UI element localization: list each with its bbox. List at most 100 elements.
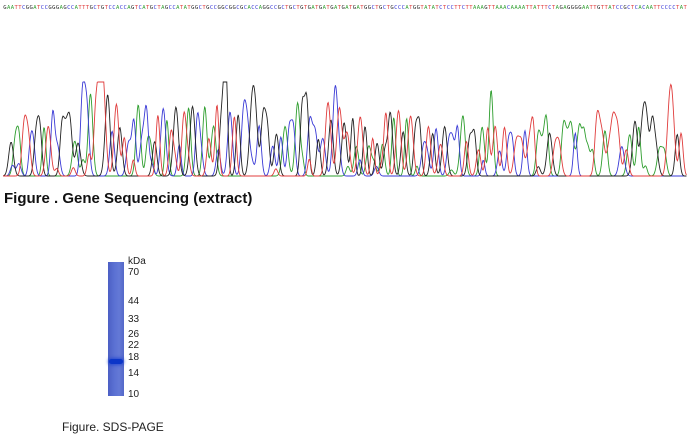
figure-caption-gene-sequencing: Figure . Gene Sequencing (extract) bbox=[4, 190, 253, 207]
sequence-base: A bbox=[503, 5, 507, 11]
sequence-base: A bbox=[477, 5, 481, 11]
sequence-base: C bbox=[244, 5, 247, 11]
sequence-base: T bbox=[653, 5, 657, 11]
sequence-base: G bbox=[3, 5, 6, 11]
sequence-base: C bbox=[372, 5, 375, 11]
sequence-base: T bbox=[529, 5, 533, 11]
sequence-base: T bbox=[296, 5, 300, 11]
sequence-base: A bbox=[116, 5, 120, 11]
sequence-base: C bbox=[672, 5, 675, 11]
trace-a bbox=[3, 90, 687, 177]
sequence-base: G bbox=[571, 5, 574, 11]
sequence-base: T bbox=[544, 5, 548, 11]
sequence-base: G bbox=[289, 5, 292, 11]
sequence-base: A bbox=[11, 5, 15, 11]
sequence-base: A bbox=[405, 5, 409, 11]
sequence-base: T bbox=[488, 5, 492, 11]
marker-label: 18 bbox=[128, 352, 140, 364]
sequence-base: C bbox=[214, 5, 217, 11]
sequence-base: A bbox=[582, 5, 586, 11]
sequence-base: T bbox=[360, 5, 364, 11]
sequence-base: G bbox=[30, 5, 33, 11]
sequence-base: G bbox=[195, 5, 198, 11]
sequence-base: G bbox=[364, 5, 367, 11]
sequence-base: A bbox=[142, 5, 146, 11]
marker-label: 33 bbox=[128, 314, 140, 326]
sequence-base: G bbox=[165, 5, 168, 11]
sequence-base: C bbox=[270, 5, 273, 11]
marker-label: 10 bbox=[128, 389, 140, 400]
sequence-base: A bbox=[473, 5, 477, 11]
sequence-base: G bbox=[341, 5, 344, 11]
sequence-base: T bbox=[443, 5, 447, 11]
sds-page-gel-figure: kDa 70 44 33 26 22 18 14 10 bbox=[100, 255, 220, 405]
sequence-base: A bbox=[499, 5, 503, 11]
sequence-base: G bbox=[417, 5, 420, 11]
sequence-base: G bbox=[278, 5, 281, 11]
sequence-base: A bbox=[176, 5, 180, 11]
gel-lane bbox=[108, 262, 124, 396]
sequence-base: C bbox=[120, 5, 123, 11]
sequence-base: T bbox=[187, 5, 191, 11]
sequence-base: A bbox=[680, 5, 684, 11]
sequence-base: C bbox=[548, 5, 551, 11]
marker-label: 26 bbox=[128, 329, 140, 341]
sequence-base: C bbox=[172, 5, 175, 11]
sequence-base: T bbox=[105, 5, 109, 11]
sequence-base: T bbox=[304, 5, 308, 11]
sequence-base: A bbox=[563, 5, 567, 11]
sequence-base: G bbox=[26, 5, 29, 11]
sequence-base: C bbox=[642, 5, 645, 11]
sequence-base: C bbox=[41, 5, 44, 11]
sequence-base: G bbox=[578, 5, 581, 11]
sequence-base: T bbox=[202, 5, 206, 11]
sequence-base: C bbox=[616, 5, 619, 11]
chromatogram-trace bbox=[3, 81, 687, 177]
sequence-base: T bbox=[458, 5, 462, 11]
sequence-base: G bbox=[353, 5, 356, 11]
sequence-base: T bbox=[454, 5, 458, 11]
sequence-base: C bbox=[154, 5, 157, 11]
sequence-base: A bbox=[514, 5, 518, 11]
sequence-base: A bbox=[496, 5, 500, 11]
figure-caption-sds-page: Figure. SDS-PAGE bbox=[62, 420, 164, 434]
sequence-base: C bbox=[93, 5, 96, 11]
marker-label: 70 bbox=[128, 267, 140, 278]
sequence-base: T bbox=[82, 5, 86, 11]
sequence-base: C bbox=[169, 5, 172, 11]
sequence-base: T bbox=[315, 5, 319, 11]
sequence-base: C bbox=[281, 5, 284, 11]
sequence-base: G bbox=[240, 5, 243, 11]
sequence-base: C bbox=[439, 5, 442, 11]
sequence-base: G bbox=[221, 5, 224, 11]
sequence-base: A bbox=[127, 5, 131, 11]
sequence-base: C bbox=[123, 5, 126, 11]
sequence-base: G bbox=[52, 5, 55, 11]
sequence-base: A bbox=[432, 5, 436, 11]
sequence-base: C bbox=[251, 5, 254, 11]
sequence-base: G bbox=[484, 5, 487, 11]
sequence-base: T bbox=[135, 5, 139, 11]
sequence-base: G bbox=[131, 5, 134, 11]
sequence-base: C bbox=[274, 5, 277, 11]
sequence-base: G bbox=[90, 5, 93, 11]
sequence-base: G bbox=[368, 5, 371, 11]
sequence-base: A bbox=[646, 5, 650, 11]
sequence-base: T bbox=[552, 5, 556, 11]
sequence-base: A bbox=[323, 5, 327, 11]
sequence-base: G bbox=[48, 5, 51, 11]
sequence-base: T bbox=[285, 5, 289, 11]
sequence-base: C bbox=[108, 5, 111, 11]
sequence-base: T bbox=[349, 5, 353, 11]
sequence-base: G bbox=[191, 5, 194, 11]
sequence-base: T bbox=[631, 5, 635, 11]
sequence-base: C bbox=[383, 5, 386, 11]
sequence-base: C bbox=[112, 5, 115, 11]
sequence-base: C bbox=[447, 5, 450, 11]
sequence-base: T bbox=[612, 5, 616, 11]
sequence-base: T bbox=[526, 5, 530, 11]
sequence-base: T bbox=[435, 5, 439, 11]
sequence-base: T bbox=[37, 5, 41, 11]
sequence-base: A bbox=[556, 5, 560, 11]
sequence-base: C bbox=[627, 5, 630, 11]
